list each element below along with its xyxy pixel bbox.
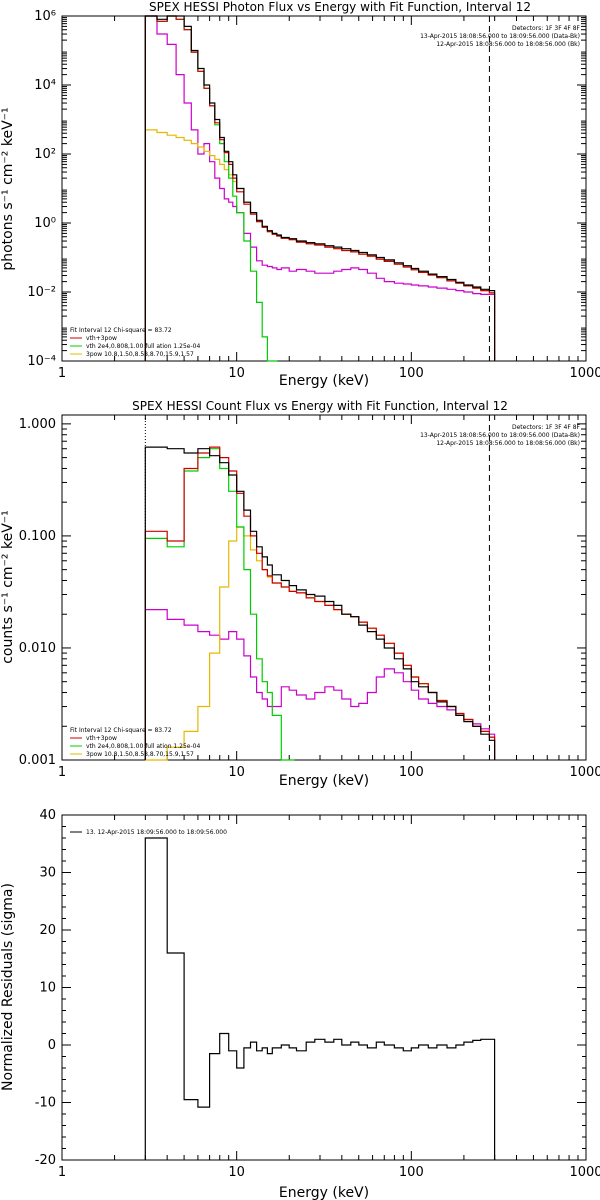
- y-tick-label: 0.010: [19, 641, 56, 656]
- chart-title: SPEX HESSI Count Flux vs Energy with Fit…: [132, 399, 508, 413]
- energy-range-lines: [144, 415, 490, 760]
- legend-entry: Fit Interval 12 Chi-square = 83.72: [70, 327, 172, 334]
- x-tick-label: 1: [58, 1165, 66, 1180]
- y-tick-label: 10²: [34, 147, 56, 162]
- legend: Fit Interval 12 Chi-square = 83.72 vth+3…: [70, 727, 200, 758]
- y-tick-label: 10⁰: [34, 216, 56, 231]
- y-axis-label: Normalized Residuals (sigma): [0, 883, 16, 1091]
- residuals-chart: Energy (keV) Normalized Residuals (sigma…: [0, 808, 600, 1200]
- x-tick-label: 10: [228, 366, 245, 381]
- y-tick-label: 0.100: [19, 529, 56, 544]
- series-thermal-line: [144, 448, 295, 761]
- y-tick-label: 10⁻⁴: [27, 354, 56, 369]
- series-thermal-line: [144, 15, 278, 362]
- detector-header: Detectors: 1F 3F 4F 8F 13-Apr-2015 18:08…: [420, 25, 580, 48]
- legend-entry: 3pow 10.8,1.50,8.58,8.70,15.9,1.57: [86, 751, 194, 758]
- y-tick-label: -20: [35, 1153, 56, 1168]
- legend: Fit Interval 12 Chi-square = 83.72 vth+3…: [70, 327, 200, 358]
- x-tick-label: 1: [58, 366, 66, 381]
- legend-entry: vth 2e4,0.808,1.00 full ation 1.25e-04: [86, 343, 200, 350]
- y-tick-label: -10: [35, 1096, 56, 1111]
- data-series: [144, 837, 496, 1160]
- y-tick-label: 10⁶: [34, 9, 56, 24]
- header-line: Detectors: 1F 3F 4F 8F: [512, 424, 581, 431]
- header-line: 12-Apr-2015 18:08:56.000 to 18:08:56.000…: [436, 440, 580, 447]
- axis-ticks: 1 10 100 1000 -20 -10 0 10 20 30 40: [35, 808, 600, 1180]
- series-total-line: [144, 837, 496, 1160]
- legend-entry: 13. 12-Apr-2015 18:09:56.000 to 18:09:56…: [86, 829, 227, 836]
- data-series: [144, 15, 496, 362]
- series-background-line: [144, 15, 496, 361]
- y-tick-label: 0.001: [19, 753, 56, 768]
- x-axis-label: Energy (keV): [279, 773, 369, 789]
- energy-range-lines: [144, 16, 490, 361]
- plot-frame: [61, 15, 587, 362]
- header-line: Detectors: 1F 3F 4F 8F: [512, 25, 581, 32]
- series-fit-sum-line: [144, 446, 496, 760]
- series-total-line: [144, 446, 496, 760]
- plot-frame: [61, 814, 587, 1161]
- header-line: 13-Apr-2015 18:08:56.000 to 18:09:56.000…: [420, 432, 580, 439]
- legend-entry: vth+3pow: [86, 335, 117, 342]
- legend-entry: Fit Interval 12 Chi-square = 83.72: [70, 727, 172, 734]
- photon-flux-chart: SPEX HESSI Photon Flux vs Energy with Fi…: [0, 0, 600, 389]
- y-tick-label: 1.000: [19, 417, 56, 432]
- x-tick-label: 100: [399, 765, 424, 780]
- data-series: [144, 446, 496, 761]
- header-line: 12-Apr-2015 18:08:56.000 to 18:08:56.000…: [436, 41, 580, 48]
- x-tick-label: 100: [399, 366, 424, 381]
- legend-entry: 3pow 10.8,1.50,8.58,8.70,15.9,1.57: [86, 351, 194, 358]
- x-axis-label: Energy (keV): [279, 373, 369, 389]
- y-tick-label: 10⁻²: [27, 285, 56, 300]
- legend-entry: vth 2e4,0.808,1.00 full ation 1.25e-04: [86, 743, 200, 750]
- x-tick-label: 1000: [569, 366, 600, 381]
- y-tick-label: 10⁴: [34, 78, 56, 93]
- series-total-line: [144, 15, 496, 361]
- axis-ticks: 1 10 100 1000 0.001 0.010 0.100 1.000: [19, 415, 600, 780]
- count-flux-chart: SPEX HESSI Count Flux vs Energy with Fit…: [0, 399, 600, 789]
- y-tick-label: 40: [39, 808, 56, 823]
- x-tick-label: 10: [228, 1165, 245, 1180]
- x-tick-label: 1000: [569, 1165, 600, 1180]
- header-line: 13-Apr-2015 18:08:56.000 to 18:09:56.000…: [420, 33, 580, 40]
- y-tick-label: 10: [39, 981, 56, 996]
- series-fit-sum-line: [144, 15, 496, 361]
- chart-title: SPEX HESSI Photon Flux vs Energy with Fi…: [149, 0, 531, 14]
- legend: 13. 12-Apr-2015 18:09:56.000 to 18:09:56…: [70, 829, 227, 836]
- x-tick-label: 100: [399, 1165, 424, 1180]
- detector-header: Detectors: 1F 3F 4F 8F 13-Apr-2015 18:08…: [420, 424, 580, 447]
- y-tick-label: 30: [39, 866, 56, 881]
- y-axis-label: counts s⁻¹ cm⁻² keV⁻¹: [0, 510, 16, 664]
- legend-entry: vth+3pow: [86, 735, 117, 742]
- y-axis-label: photons s⁻¹ cm⁻² keV⁻¹: [0, 107, 16, 270]
- x-tick-label: 1000: [569, 765, 600, 780]
- x-tick-label: 10: [228, 765, 245, 780]
- series-powerlaw-line: [145, 526, 496, 761]
- x-axis-label: Energy (keV): [279, 1185, 369, 1200]
- series-background-line: [144, 609, 496, 760]
- y-tick-label: 0: [48, 1038, 56, 1053]
- plot-frame: [61, 414, 587, 761]
- y-tick-label: 20: [39, 923, 56, 938]
- x-tick-label: 1: [58, 765, 66, 780]
